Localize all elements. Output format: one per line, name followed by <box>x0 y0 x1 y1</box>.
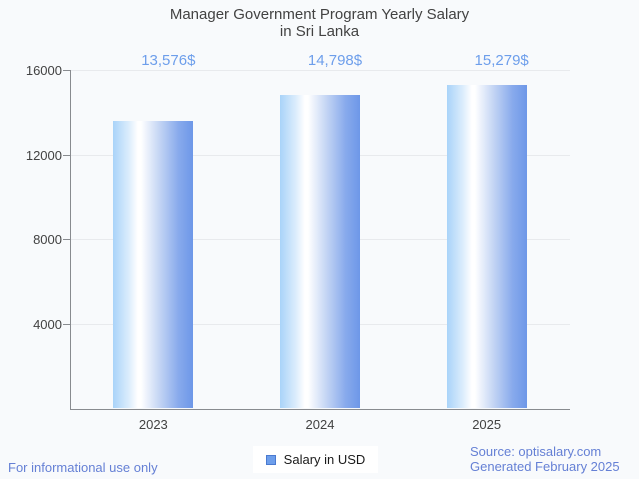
disclaimer-text: For informational use only <box>8 460 158 475</box>
chart-title-line1: Manager Government Program Yearly Salary <box>169 6 470 23</box>
y-axis-tick <box>63 154 70 156</box>
y-axis-line <box>70 70 71 409</box>
legend-label: Salary in USD <box>283 452 366 467</box>
x-axis-label: 2023 <box>138 417 168 432</box>
source-attribution: Source: optisalary.com Generated Februar… <box>470 444 620 474</box>
gridline <box>70 70 570 71</box>
generated-line: Generated February 2025 <box>470 459 620 474</box>
y-axis-tick <box>63 70 70 71</box>
y-axis-label: 8000 <box>33 232 62 248</box>
x-axis-baseline <box>70 408 570 410</box>
legend-swatch-icon <box>265 454 276 465</box>
bar-value-label: 15,279$ <box>474 52 529 69</box>
x-axis-label: 2024 <box>305 417 335 432</box>
bar <box>446 85 527 409</box>
source-line: Source: optisalary.com <box>470 444 602 459</box>
y-axis-label: 12000 <box>25 147 62 163</box>
bar <box>113 121 194 409</box>
y-axis-tick <box>63 239 70 241</box>
y-axis-label: 16000 <box>25 63 62 78</box>
y-axis-label: 4000 <box>33 316 62 332</box>
x-axis-label: 2025 <box>472 417 502 432</box>
chart-title-line2: in Sri Lanka <box>279 23 360 40</box>
bar <box>280 95 360 409</box>
legend: Salary in USD <box>253 446 378 473</box>
bar-value-label: 13,576$ <box>141 52 196 69</box>
bar-value-label: 14,798$ <box>307 52 363 69</box>
y-axis-tick <box>63 323 70 325</box>
chart-title: Manager Government Program Yearly Salary… <box>0 6 639 40</box>
